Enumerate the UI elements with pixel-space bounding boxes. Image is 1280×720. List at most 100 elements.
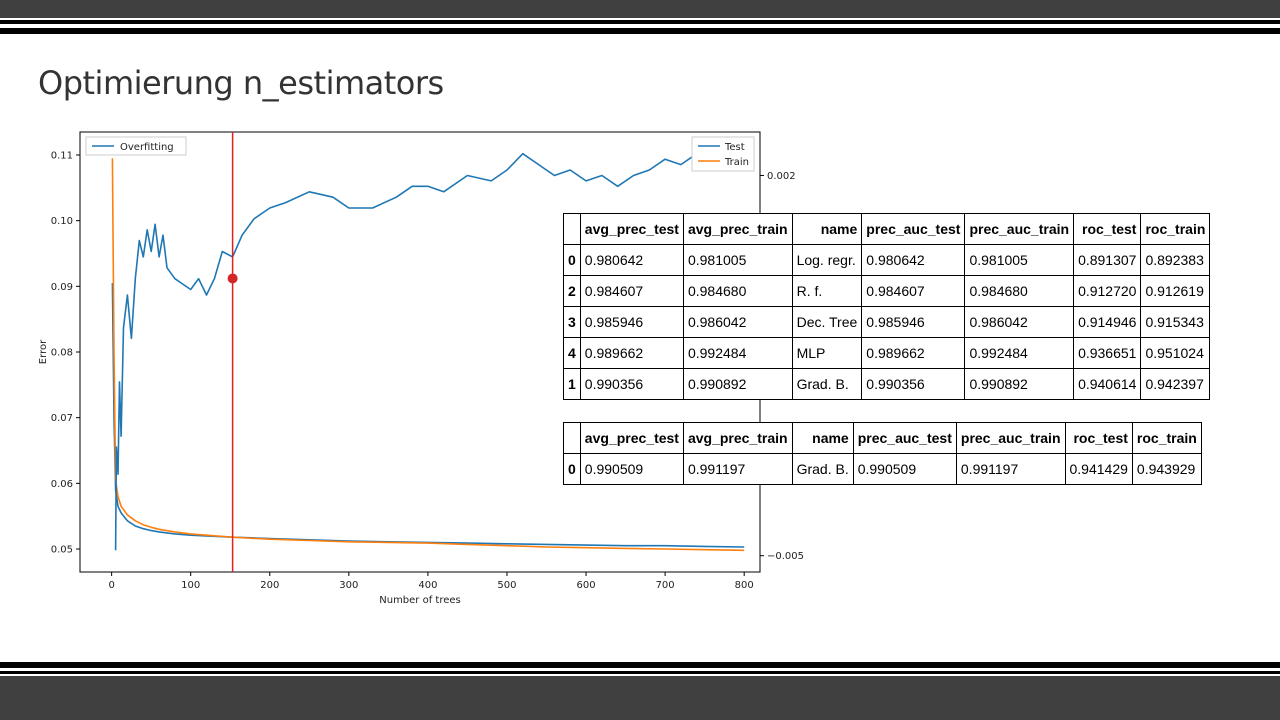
x-axis-label: Number of trees — [379, 595, 461, 606]
table-cell: 0.986042 — [964, 306, 1075, 338]
column-header: prec_auc_test — [861, 213, 966, 245]
table-cell: Log. regr. — [791, 244, 863, 276]
table-cell: 0.984680 — [964, 275, 1075, 307]
x-tick-label: 500 — [497, 580, 516, 591]
table-cell: 0.992484 — [682, 337, 793, 369]
bottom-rule-thick — [0, 662, 1280, 668]
column-header: prec_auc_train — [964, 213, 1075, 245]
table-cell: 0.892383 — [1140, 244, 1211, 276]
top-rule — [0, 20, 1280, 24]
x-tick-label: 400 — [418, 580, 437, 591]
table-cell: 0.981005 — [964, 244, 1075, 276]
column-header: avg_prec_test — [579, 213, 684, 245]
results-table: avg_prec_test avg_prec_train name prec_auc_… — [563, 213, 1211, 400]
table-cell: 0.914946 — [1073, 306, 1142, 338]
table-cell: 0.891307 — [1073, 244, 1142, 276]
row-index: 2 — [563, 275, 581, 307]
legend-right-label: Test — [724, 142, 745, 153]
column-header: roc_test — [1073, 213, 1142, 245]
table-cell: 0.991197 — [682, 453, 793, 485]
x-tick-label: 700 — [656, 580, 675, 591]
table-cell: 0.940614 — [1073, 368, 1142, 400]
x-tick-label: 100 — [181, 580, 200, 591]
table-cell: MLP — [791, 337, 863, 369]
table-cell: 0.985946 — [861, 306, 966, 338]
table-cell: 0.951024 — [1140, 337, 1211, 369]
legend-left-label: Overfitting — [120, 142, 174, 153]
table-cell: Dec. Tree — [791, 306, 863, 338]
table-cell: 0.992484 — [964, 337, 1075, 369]
column-header: avg_prec_train — [682, 213, 793, 245]
column-header: roc_train — [1131, 422, 1202, 454]
table-cell: 0.942397 — [1140, 368, 1211, 400]
table-row: 0 0.990509 0.991197 Grad. B. 0.990509 0.99119… — [563, 453, 1202, 485]
y-tick-label: 0.06 — [51, 479, 73, 490]
x-tick-label: 600 — [576, 580, 595, 591]
table-cell: 0.984680 — [682, 275, 793, 307]
optimum-marker — [227, 273, 238, 284]
table-cell: 0.915343 — [1140, 306, 1211, 338]
column-header: roc_test — [1064, 422, 1133, 454]
table-cell: 0.989662 — [579, 337, 684, 369]
column-header: avg_prec_train — [682, 422, 793, 454]
table-header-row: avg_prec_test avg_prec_train name prec_auc_… — [563, 422, 1202, 454]
table-cell: 0.936651 — [1073, 337, 1142, 369]
y2-tick-label: 0.002 — [767, 171, 796, 182]
column-header: name — [791, 422, 854, 454]
legend-right-label: Train — [724, 157, 749, 168]
column-header: name — [791, 213, 863, 245]
x-tick-label: 0 — [108, 580, 114, 591]
row-index: 0 — [563, 453, 581, 485]
table-cell: 0.989662 — [861, 337, 966, 369]
y-tick-label: 0.09 — [51, 282, 73, 293]
table-cell: 0.984607 — [861, 275, 966, 307]
table-cell: 0.986042 — [682, 306, 793, 338]
table-cell: Grad. B. — [791, 368, 863, 400]
column-header: avg_prec_test — [579, 422, 684, 454]
table-cell: 0.980642 — [579, 244, 684, 276]
table-cell: 0.980642 — [861, 244, 966, 276]
table-row: 3 0.985946 0.986042 Dec. Tree 0.985946 0.9860… — [563, 306, 1211, 338]
row-index: 4 — [563, 337, 581, 369]
y-axis-label: Error — [38, 339, 49, 364]
legend-right-box — [691, 136, 755, 172]
y-tick-label: 0.10 — [51, 216, 73, 227]
top-rule-thick — [0, 28, 1280, 34]
y-tick-label: 0.08 — [51, 348, 73, 359]
x-tick-label: 800 — [735, 580, 754, 591]
table-cell: 0.941429 — [1064, 453, 1133, 485]
table-cell: 0.981005 — [682, 244, 793, 276]
table-cell: 0.912720 — [1073, 275, 1142, 307]
table-cell: 0.990356 — [579, 368, 684, 400]
table-header-row: avg_prec_test avg_prec_train name prec_auc_… — [563, 213, 1211, 245]
y-tick-label: 0.05 — [51, 545, 73, 556]
series-line-overfitting — [114, 152, 745, 551]
column-header — [563, 422, 581, 454]
table-row: 1 0.990356 0.990892 Grad. B. 0.990356 0.99089… — [563, 368, 1211, 400]
table-cell: 0.991197 — [955, 453, 1066, 485]
slide-title: Optimierung n_estimators — [38, 64, 444, 102]
table-cell: 0.943929 — [1131, 453, 1202, 485]
legend-left-box — [85, 136, 187, 156]
column-header — [563, 213, 581, 245]
row-index: 1 — [563, 368, 581, 400]
table-cell: 0.990892 — [682, 368, 793, 400]
table-cell: 0.984607 — [579, 275, 684, 307]
column-header: prec_auc_train — [955, 422, 1066, 454]
table-row: 4 0.989662 0.992484 MLP 0.989662 0.992484 0.93… — [563, 337, 1211, 369]
column-header: prec_auc_test — [852, 422, 957, 454]
x-tick-label: 300 — [339, 580, 358, 591]
table-cell: 0.912619 — [1140, 275, 1211, 307]
table-cell: 0.985946 — [579, 306, 684, 338]
y-tick-label: 0.11 — [51, 150, 73, 161]
table-cell: Grad. B. — [791, 453, 854, 485]
table-cell: 0.990509 — [579, 453, 684, 485]
table-cell: 0.990509 — [852, 453, 957, 485]
table-cell: 0.990892 — [964, 368, 1075, 400]
x-tick-label: 200 — [260, 580, 279, 591]
y2-tick-label: −0.005 — [767, 551, 804, 562]
bottom-band — [0, 676, 1280, 720]
table-row: 0 0.980642 0.981005 Log. regr. 0.980642 0.981… — [563, 244, 1211, 276]
row-index: 3 — [563, 306, 581, 338]
row-index: 0 — [563, 244, 581, 276]
